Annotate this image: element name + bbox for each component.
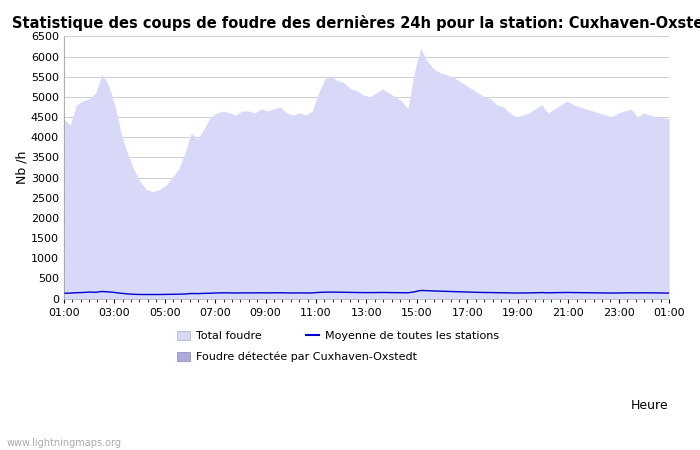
Legend: Foudre détectée par Cuxhaven-Oxstedt: Foudre détectée par Cuxhaven-Oxstedt	[172, 347, 421, 366]
Title: Statistique des coups de foudre des dernières 24h pour la station: Cuxhaven-Oxst: Statistique des coups de foudre des dern…	[12, 15, 700, 31]
Y-axis label: Nb /h: Nb /h	[15, 151, 28, 184]
Text: Heure: Heure	[631, 399, 668, 412]
Text: www.lightningmaps.org: www.lightningmaps.org	[7, 438, 122, 448]
